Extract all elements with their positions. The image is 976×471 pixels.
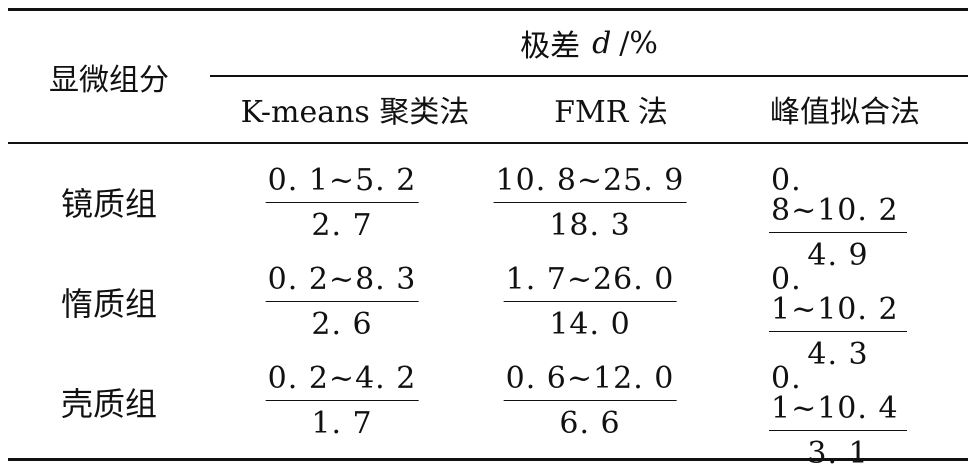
top-rule xyxy=(8,8,968,11)
row-label-inertinite-text: 惰质组 xyxy=(60,285,157,323)
table-cell: 0. 6~12. 0 6. 6 xyxy=(503,364,677,441)
mean-value: 4. 3 xyxy=(807,337,869,372)
range-value: 0. 1~10. 4 xyxy=(769,364,907,431)
range-value: 0. 8~10. 2 xyxy=(769,166,907,233)
row-label-vitrinite-text: 镜质组 xyxy=(60,185,157,223)
table-cell: 10. 8~25. 9 18. 3 xyxy=(493,166,687,243)
column-header-kmeans-text: K-means 聚类法 xyxy=(240,95,470,130)
range-value: 0. 1~5. 2 xyxy=(265,166,419,203)
range-value: 0. 1~10. 2 xyxy=(769,265,907,332)
mean-value: 2. 6 xyxy=(311,307,373,342)
group-header: 极差 d /% xyxy=(210,11,968,75)
table-cell: 0. 1~10. 4 3. 1 xyxy=(769,364,907,469)
row-label-vitrinite: 镜质组 xyxy=(8,152,210,252)
bottom-rule xyxy=(8,458,968,461)
group-header-unit: /% xyxy=(619,25,658,61)
column-header-kmeans: K-means 聚类法 xyxy=(210,76,500,142)
row-label-inertinite: 惰质组 xyxy=(8,252,210,352)
column-header-fmr-text: FMR 法 xyxy=(554,95,668,130)
mean-value: 18. 3 xyxy=(549,208,631,243)
mean-value: 4. 9 xyxy=(807,238,869,273)
range-value: 10. 8~25. 9 xyxy=(493,166,687,203)
range-value: 0. 2~8. 3 xyxy=(265,265,419,302)
group-header-prefix: 极差 xyxy=(520,29,581,64)
table-cell: 0. 1~10. 2 4. 3 xyxy=(769,265,907,370)
row-label-exinite-text: 壳质组 xyxy=(60,385,157,423)
row-label-exinite: 壳质组 xyxy=(8,352,210,452)
row-label-header: 显微组分 xyxy=(8,11,210,142)
mean-value: 1. 7 xyxy=(311,406,373,441)
column-header-fmr: FMR 法 xyxy=(500,76,722,142)
range-value: 0. 6~12. 0 xyxy=(503,364,677,401)
row-label-header-text: 显微组分 xyxy=(49,62,169,98)
column-header-peak-fit-text: 峰值拟合法 xyxy=(770,95,920,130)
mean-value: 2. 7 xyxy=(311,208,373,243)
mean-value: 3. 1 xyxy=(807,436,869,471)
table-cell: 0. 2~4. 2 1. 7 xyxy=(265,364,419,441)
table-cell: 0. 1~5. 2 2. 7 xyxy=(265,166,419,243)
group-header-underline xyxy=(210,75,968,77)
column-header-peak-fit: 峰值拟合法 xyxy=(722,76,968,142)
range-value: 1. 7~26. 0 xyxy=(503,265,677,302)
range-value: 0. 2~4. 2 xyxy=(265,364,419,401)
table-cell: 0. 8~10. 2 4. 9 xyxy=(769,166,907,271)
mean-value: 14. 0 xyxy=(549,307,631,342)
header-rule xyxy=(8,142,968,144)
table-cell: 1. 7~26. 0 14. 0 xyxy=(503,265,677,342)
mean-value: 6. 6 xyxy=(559,406,621,441)
group-header-var: d xyxy=(592,25,612,61)
table-cell: 0. 2~8. 3 2. 6 xyxy=(265,265,419,342)
